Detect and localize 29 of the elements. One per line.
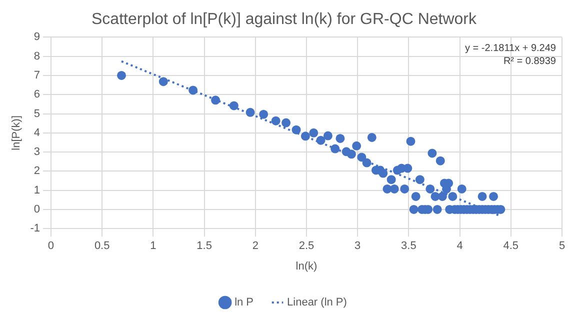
y-tick-label: 7 xyxy=(34,70,40,82)
x-axis-title: ln(k) xyxy=(296,260,318,272)
x-tick-label: 0.5 xyxy=(94,240,110,252)
x-tick-label: 4 xyxy=(456,240,463,252)
y-tick-label: 9 xyxy=(34,31,40,44)
legend-label: ln P xyxy=(234,296,254,309)
x-tick-label: 2 xyxy=(252,240,258,252)
legend-label: Linear (ln P) xyxy=(287,296,347,309)
x-tick-label: 5 xyxy=(558,240,566,252)
annotation: y = -2.1811x + 9.249 xyxy=(465,42,556,54)
y-tick-label: 4 xyxy=(34,126,40,139)
x-tick-label: 2.5 xyxy=(298,240,314,252)
y-tick-label: 3 xyxy=(34,146,40,158)
x-tick-label: 0 xyxy=(48,240,54,252)
x-tick-label: 3 xyxy=(354,240,361,252)
x-tick-label: 1 xyxy=(150,240,156,252)
y-tick-label: 2 xyxy=(34,165,40,178)
y-tick-label: 6 xyxy=(34,88,40,101)
chart-title: Scatterplot of ln[P(k)] against ln(k) for GR-QC Network xyxy=(92,11,478,28)
x-tick-label: 3.5 xyxy=(401,240,416,252)
annotation: R² = 0.8939 xyxy=(503,56,556,67)
y-tick-label: 0 xyxy=(34,203,40,216)
y-tick-label: 5 xyxy=(34,108,40,120)
y-axis-title: ln[P(k)] xyxy=(10,115,23,150)
y-tick-label: -1 xyxy=(30,222,40,235)
x-tick-label: 1.5 xyxy=(196,240,212,252)
x-tick-label: 4.5 xyxy=(503,240,519,252)
y-tick-label: 1 xyxy=(34,184,40,196)
y-tick-label: 8 xyxy=(34,50,40,62)
